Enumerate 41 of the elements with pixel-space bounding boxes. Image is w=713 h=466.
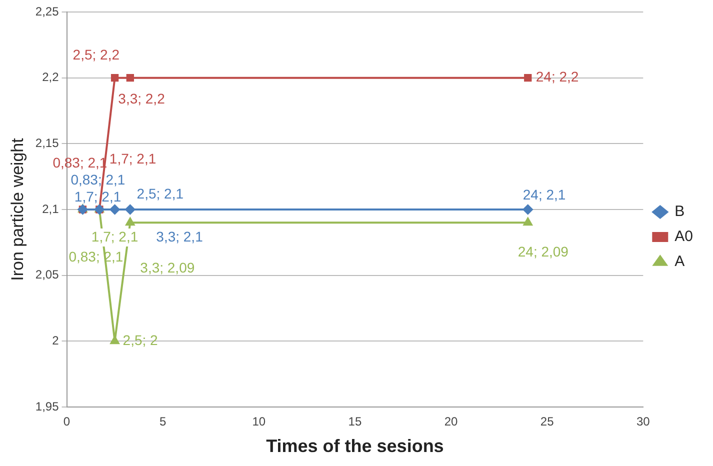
x-axis-title: Times of the sesions — [266, 436, 444, 456]
data-label: 2,5; 2 — [122, 332, 158, 348]
legend-label: B — [674, 203, 685, 220]
data-label: 3,3; 2,2 — [118, 90, 166, 107]
point — [126, 74, 134, 82]
point — [523, 218, 532, 226]
legend-label: A0 — [674, 228, 694, 246]
data-label: 24; 2,09 — [518, 244, 569, 260]
data-label: 3,3; 2,1 — [156, 228, 204, 244]
x-tick-label: 10 — [252, 414, 266, 429]
data-label: 0,83; 2,1 — [70, 171, 126, 188]
y-tick-label: 2 — [52, 333, 60, 348]
point — [110, 204, 120, 214]
data-label: 1,7; 2,1 — [109, 150, 156, 166]
y-tick-label: 2,2 — [42, 70, 60, 84]
data-label: 2,5; 2,2 — [72, 46, 120, 63]
x-tick-label: 25 — [540, 414, 554, 429]
data-label: 1,7; 2,1 — [91, 228, 138, 244]
x-tick-label: 20 — [444, 414, 458, 429]
data-label: 24; 2,1 — [522, 186, 566, 202]
legend-label: A — [674, 253, 685, 270]
data-label: 2,5; 2,1 — [136, 185, 184, 202]
y-tick-label: 2,15 — [35, 136, 60, 150]
y-tick-label: 2,05 — [35, 268, 60, 282]
point — [110, 74, 119, 82]
point — [524, 74, 532, 82]
x-tick-label: 5 — [159, 414, 166, 429]
data-label: 24; 2,2 — [536, 68, 579, 85]
point — [522, 204, 533, 214]
y-tick-label: 1,95 — [35, 399, 60, 414]
x-tick-label: 30 — [636, 414, 650, 429]
data-label: 3,3; 2,09 — [140, 260, 195, 276]
point — [125, 204, 136, 214]
data-label: 1,7; 2,1 — [74, 188, 122, 204]
point — [110, 336, 120, 344]
x-tick-label: 15 — [348, 414, 362, 429]
point — [126, 218, 135, 226]
x-tick-label: 0 — [63, 414, 70, 429]
y-tick-label: 2,1 — [42, 202, 60, 216]
y-axis-title: Iron particle weight — [8, 138, 27, 281]
y-tick-label: 2,25 — [35, 4, 60, 18]
